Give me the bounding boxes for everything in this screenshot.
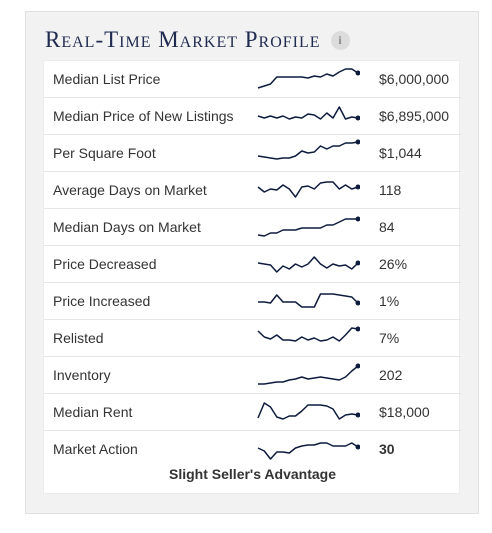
trend-endpoint	[355, 260, 360, 266]
metric-label: Per Square Foot	[53, 145, 156, 161]
trend-line	[257, 141, 359, 160]
trend-endpoint	[355, 139, 360, 145]
trend-sparkline	[257, 402, 360, 420]
metric-label: Relisted	[53, 330, 104, 346]
metric-value: $6,895,000	[379, 108, 450, 124]
metric-value: 84	[379, 219, 395, 235]
trend-sparkline	[257, 139, 360, 160]
trend-endpoint	[355, 216, 360, 222]
trend-sparkline	[257, 442, 360, 460]
metrics-card: Slight Seller's Advantage Median List Pr…	[43, 60, 461, 494]
metric-row: Per Square Foot $1,044	[44, 135, 461, 172]
metric-label: Inventory	[53, 367, 111, 383]
trend-endpoint	[355, 444, 360, 450]
trend-sparkline	[257, 181, 360, 198]
trend-line	[257, 327, 359, 342]
trend-endpoint	[355, 70, 360, 76]
trend-endpoint	[355, 363, 360, 369]
trend-line	[257, 106, 359, 120]
info-icon[interactable]: i	[330, 30, 350, 50]
metric-row: Price Increased 1%	[44, 283, 461, 320]
metric-row: Price Decreased 26%	[44, 246, 461, 283]
metric-label: Median Rent	[53, 404, 133, 420]
metric-label: Median Days on Market	[53, 219, 201, 235]
trend-line	[257, 256, 359, 273]
trend-line	[258, 293, 359, 308]
metric-label: Average Days on Market	[53, 182, 207, 198]
trend-sparkline	[257, 326, 360, 342]
metric-row: Median Rent $18,000	[44, 394, 461, 431]
metric-row: Median Price of New Listings $6,895,000	[44, 98, 461, 135]
trend-sparkline	[258, 363, 360, 385]
trend-line	[257, 68, 359, 89]
trend-endpoint	[355, 300, 360, 306]
metric-value: 30	[379, 441, 395, 457]
metric-value: $6,000,000	[379, 71, 450, 87]
metric-value: $18,000	[379, 404, 430, 420]
trend-endpoint	[355, 326, 360, 332]
metric-row: Inventory 202	[44, 357, 461, 394]
trend-endpoint	[355, 184, 360, 190]
trend-sparkline	[257, 256, 360, 273]
metric-label: Market Action	[53, 441, 138, 457]
metric-row: Market Action 30	[44, 431, 461, 468]
metric-row: Median List Price $6,000,000	[44, 61, 461, 98]
title-row: Real-Time Market Profile i	[45, 26, 350, 54]
metric-label: Price Increased	[53, 293, 151, 309]
metric-row: Median Days on Market 84	[44, 209, 461, 246]
trend-endpoint	[355, 412, 360, 418]
trend-line	[258, 365, 359, 385]
trend-sparkline	[257, 106, 360, 121]
trend-line	[257, 402, 359, 420]
trend-sparkline	[257, 216, 360, 237]
trend-sparkline	[257, 68, 360, 89]
metric-row: Relisted 7%	[44, 320, 461, 357]
metric-value: 26%	[379, 256, 408, 272]
metric-value: 7%	[379, 330, 400, 346]
metric-label: Median Price of New Listings	[53, 108, 234, 124]
metric-label: Price Decreased	[53, 256, 157, 272]
market-action-summary: Slight Seller's Advantage	[169, 466, 336, 482]
metric-value: 118	[379, 182, 402, 198]
trend-line	[257, 218, 358, 237]
metric-row: Average Days on Market 118	[44, 172, 461, 209]
trend-line	[257, 181, 359, 198]
metric-label: Median List Price	[53, 71, 161, 87]
trend-endpoint	[355, 115, 360, 121]
metric-value: 1%	[379, 293, 400, 309]
trend-line	[257, 442, 359, 460]
metric-value: $1,044	[379, 145, 422, 161]
panel-title: Real-Time Market Profile	[45, 27, 321, 52]
trend-sparkline	[258, 293, 360, 308]
metric-value: 202	[379, 367, 403, 383]
